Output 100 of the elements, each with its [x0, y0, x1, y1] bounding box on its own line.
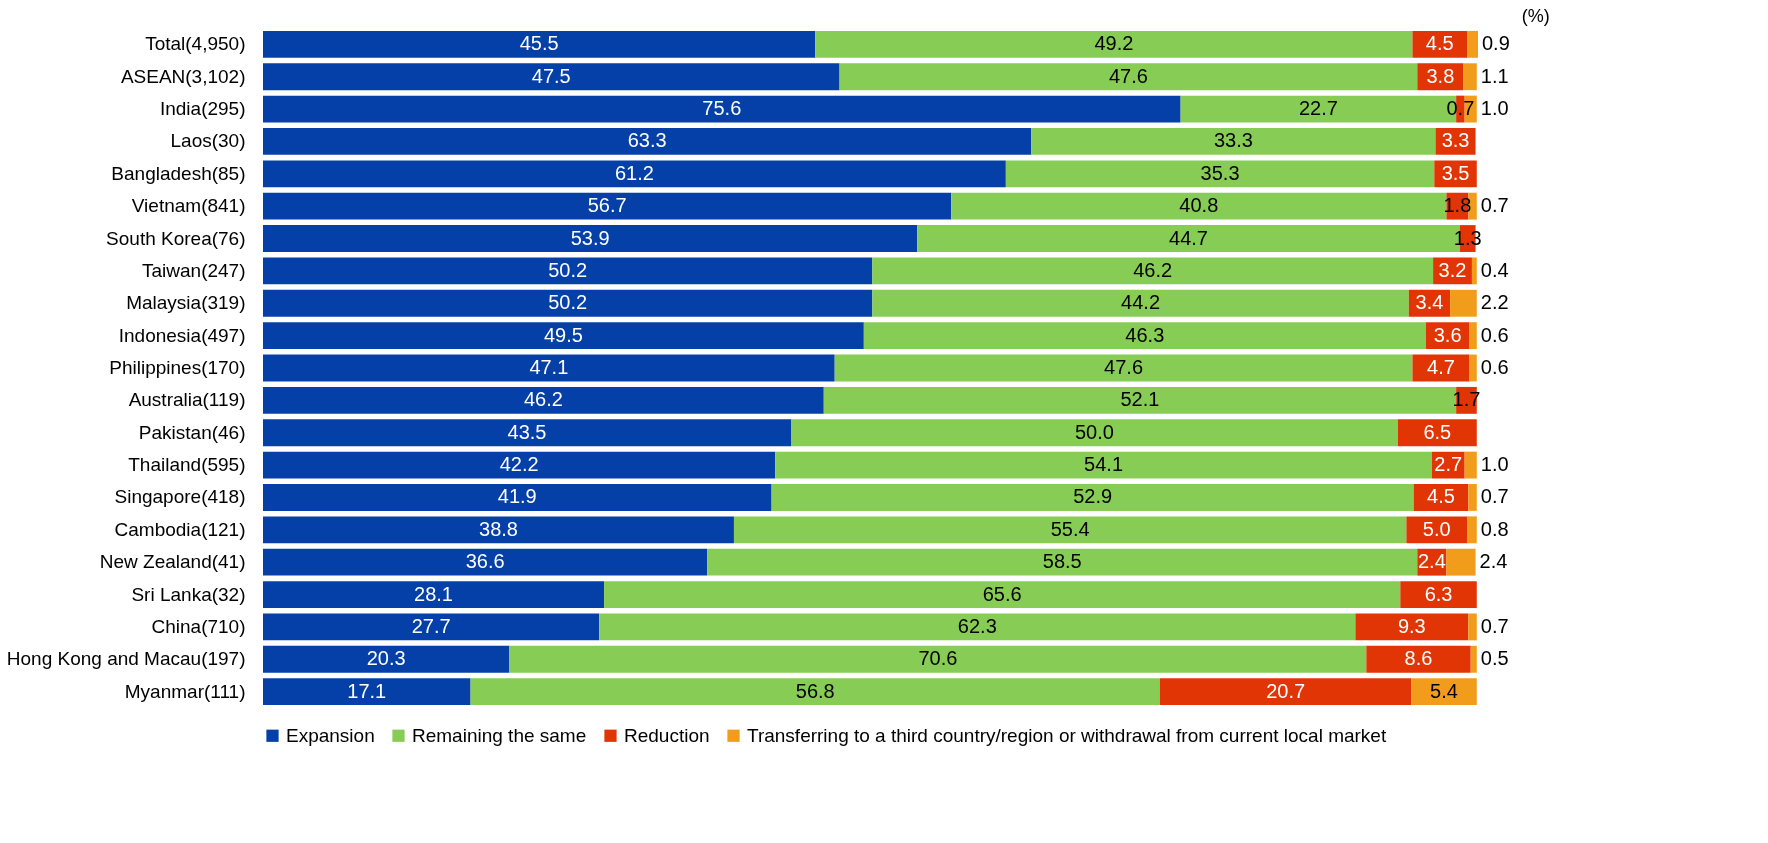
- data-label: 38.8: [479, 517, 518, 540]
- bar: [872, 289, 1409, 317]
- data-label: 53.9: [570, 226, 610, 249]
- bar: [1468, 613, 1477, 641]
- data-label: 0.6: [1480, 356, 1509, 378]
- bar: [1355, 613, 1469, 641]
- data-label: 3.6: [1433, 323, 1462, 346]
- y-tick-label: India(295): [159, 98, 246, 120]
- y-tick-label: Indonesia(497): [118, 324, 246, 346]
- bar: [1400, 581, 1477, 608]
- data-label: 54.1: [1084, 453, 1124, 476]
- data-label: 56.7: [587, 194, 627, 217]
- y-tick-label: Pakistan(46): [138, 421, 246, 443]
- data-label: 42.2: [499, 453, 539, 476]
- bar: [263, 257, 873, 285]
- y-tick-label: Thailand(595): [128, 454, 246, 476]
- bar: [263, 322, 864, 350]
- data-label: 0.6: [1480, 323, 1509, 346]
- data-label: 22.7: [1298, 97, 1338, 120]
- bar: [1464, 451, 1477, 479]
- data-label: 0.7: [1480, 485, 1509, 508]
- bar: [263, 581, 605, 608]
- data-label: 36.6: [465, 550, 505, 573]
- data-label: 47.1: [529, 356, 569, 378]
- y-tick-label: Taiwan(247): [142, 259, 246, 281]
- data-label: 4.7: [1427, 356, 1455, 378]
- data-label: 56.8: [795, 679, 835, 702]
- bar: [775, 451, 1432, 479]
- data-label: 35.3: [1200, 161, 1240, 184]
- data-label: 0.4: [1480, 258, 1509, 281]
- data-label: 49.2: [1094, 32, 1134, 55]
- legend-label: Expansion: [286, 724, 375, 746]
- data-label: 6.5: [1423, 420, 1452, 443]
- data-label: 2.4: [1479, 550, 1508, 573]
- data-label: 62.3: [957, 614, 997, 637]
- bar: [263, 386, 824, 414]
- data-label: 63.3: [627, 129, 667, 152]
- bar: [470, 678, 1160, 706]
- bar: [263, 645, 510, 673]
- data-label: 40.8: [1179, 194, 1219, 217]
- bar: [771, 484, 1414, 511]
- data-label: 47.6: [1108, 64, 1148, 87]
- bar: [263, 419, 791, 447]
- legend-label: Transferring to a third country/region or withdrawal from current local market: [747, 724, 1387, 746]
- bar: [263, 128, 1032, 155]
- bar: [1446, 548, 1476, 576]
- y-tick-label: China(710): [151, 615, 246, 637]
- y-tick-label: Laos(30): [170, 130, 246, 152]
- data-label: 0.7: [1446, 97, 1475, 120]
- y-tick-label: Myanmar(111): [124, 680, 246, 702]
- data-label: 0.8: [1480, 517, 1509, 540]
- y-tick-label: Malaysia(319): [126, 292, 246, 314]
- data-label: 17.1: [347, 679, 387, 702]
- data-label: 49.5: [543, 323, 583, 346]
- data-label: 61.2: [614, 161, 654, 184]
- bar: [1469, 354, 1477, 382]
- bar: [1467, 30, 1478, 58]
- data-label: 52.1: [1120, 388, 1160, 411]
- bar: [1005, 160, 1435, 188]
- data-label: 20.3: [366, 647, 406, 670]
- data-label: 45.5: [519, 32, 559, 55]
- bar: [599, 613, 1356, 641]
- bar: [263, 63, 840, 91]
- data-label: 3.5: [1441, 161, 1470, 184]
- data-label: 3.2: [1438, 258, 1467, 281]
- bar: [1397, 419, 1477, 447]
- data-label: 5.4: [1430, 679, 1458, 702]
- data-label: 50.2: [548, 291, 588, 314]
- data-label: 0.5: [1480, 647, 1509, 670]
- bar: [1411, 678, 1477, 706]
- data-label: 75.6: [702, 97, 742, 120]
- y-tick-label: Philippines(170): [109, 357, 246, 378]
- data-label: 1.1: [1480, 64, 1509, 87]
- data-label: 70.6: [918, 647, 958, 670]
- data-label: 55.4: [1050, 517, 1090, 540]
- bar: [863, 322, 1426, 350]
- bar: [1366, 645, 1471, 673]
- data-label: 44.2: [1121, 291, 1161, 314]
- bar: [733, 516, 1407, 544]
- bar: [791, 419, 1398, 447]
- bar: [872, 257, 1434, 285]
- y-tick-label: New Zealand(41): [99, 551, 246, 573]
- data-label: 4.5: [1425, 32, 1454, 55]
- bar: [263, 30, 816, 58]
- data-label: 3.3: [1441, 129, 1470, 152]
- data-label: 0.7: [1480, 194, 1509, 217]
- data-label: 1.0: [1480, 453, 1509, 476]
- data-label: 0.9: [1482, 32, 1510, 55]
- data-label: 27.7: [411, 614, 451, 637]
- bar: [263, 95, 1181, 123]
- text: (%): [1521, 6, 1550, 26]
- bar: [839, 63, 1418, 91]
- data-label: 6.3: [1424, 582, 1453, 605]
- y-tick-label: ASEAN(3,102): [120, 65, 246, 87]
- data-label: 0.7: [1480, 614, 1509, 637]
- bar: [263, 192, 952, 220]
- data-label: 65.6: [982, 582, 1022, 605]
- data-label: 1.0: [1480, 97, 1509, 120]
- y-tick-label: Sri Lanka(32): [131, 583, 246, 605]
- bar: [263, 289, 873, 317]
